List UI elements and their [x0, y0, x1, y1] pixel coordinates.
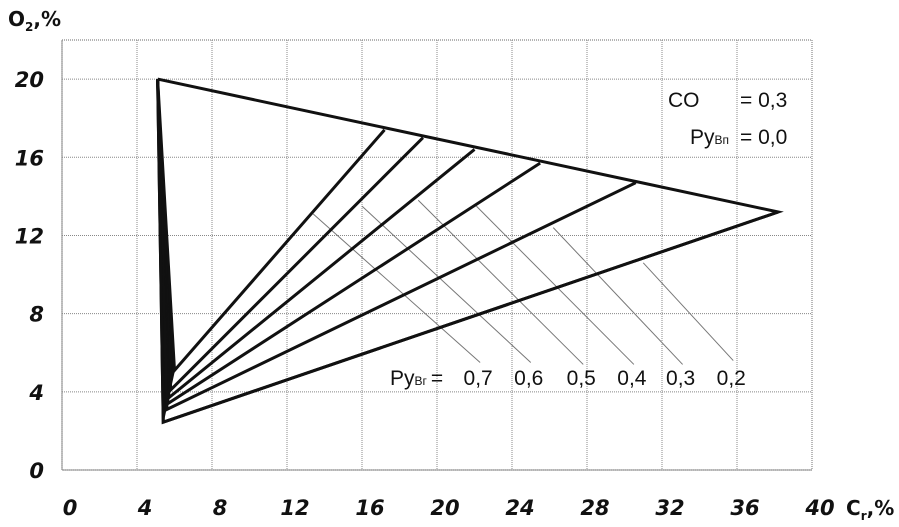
x-tick-label: 36 [730, 496, 759, 520]
series-line-0-7 [156, 79, 386, 375]
pyvr-values: 0,7 0,6 0,5 0,4 0,3 0,2 [464, 367, 746, 390]
x-tick-label: 4 [137, 496, 153, 520]
series-line-0-5 [156, 79, 476, 401]
pyvr-value-label: 0,3 [666, 367, 695, 390]
x-axis-title: Cr,% [846, 496, 894, 523]
pyvn-annotation: РуВп = 0,0 [690, 126, 787, 149]
pyvr-value-label: 0,4 [617, 367, 647, 390]
leader-line-0-3 [552, 227, 683, 365]
grid [61, 39, 813, 471]
pyvr-value-label: 0,7 [464, 367, 493, 390]
x-tick-label: 16 [355, 496, 384, 520]
series-line-0-3 [156, 79, 637, 412]
series-line-0-2 [156, 79, 779, 425]
leader-line-0-5 [417, 199, 584, 365]
y-tick-label: 8 [29, 303, 44, 327]
pyvr-value-label: 0,6 [514, 367, 543, 390]
co-annotation: CO = 0,3 [668, 89, 787, 112]
y-tick-label: 0 [29, 459, 44, 483]
pyvr-value-label: 0,5 [567, 367, 596, 390]
leader-line-0-6 [361, 205, 532, 363]
leader-line-0-4 [476, 205, 635, 365]
leader-line-0-7 [312, 213, 481, 363]
series-lines [156, 77, 784, 425]
pyvr-value-label: 0,2 [717, 367, 746, 390]
x-tick-label: 8 [213, 496, 228, 520]
leader-line-0-2 [642, 262, 734, 361]
x-tick-label: 40 [804, 496, 834, 520]
y-tick-label: 4 [28, 381, 44, 405]
x-tick-label: 24 [505, 496, 534, 520]
pyvr-annotation: РуВг = [390, 367, 443, 390]
x-tick-label: 20 [430, 496, 459, 520]
y-tick-label: 16 [15, 146, 44, 170]
x-tick-label: 28 [580, 496, 609, 520]
leader-lines [312, 199, 734, 365]
tick-labels: 0 4 8 12 16 20 24 28 32 36 40 0 4 8 12 16 20 [15, 68, 835, 520]
x-tick-label: 0 [63, 496, 78, 520]
x-tick-label: 12 [280, 496, 309, 520]
series-line-0-4 [156, 79, 541, 407]
y-tick-label: 20 [15, 68, 44, 92]
x-tick-label: 32 [655, 496, 684, 520]
y-tick-label: 12 [15, 224, 44, 248]
y-axis-title: O2,% [8, 7, 61, 34]
